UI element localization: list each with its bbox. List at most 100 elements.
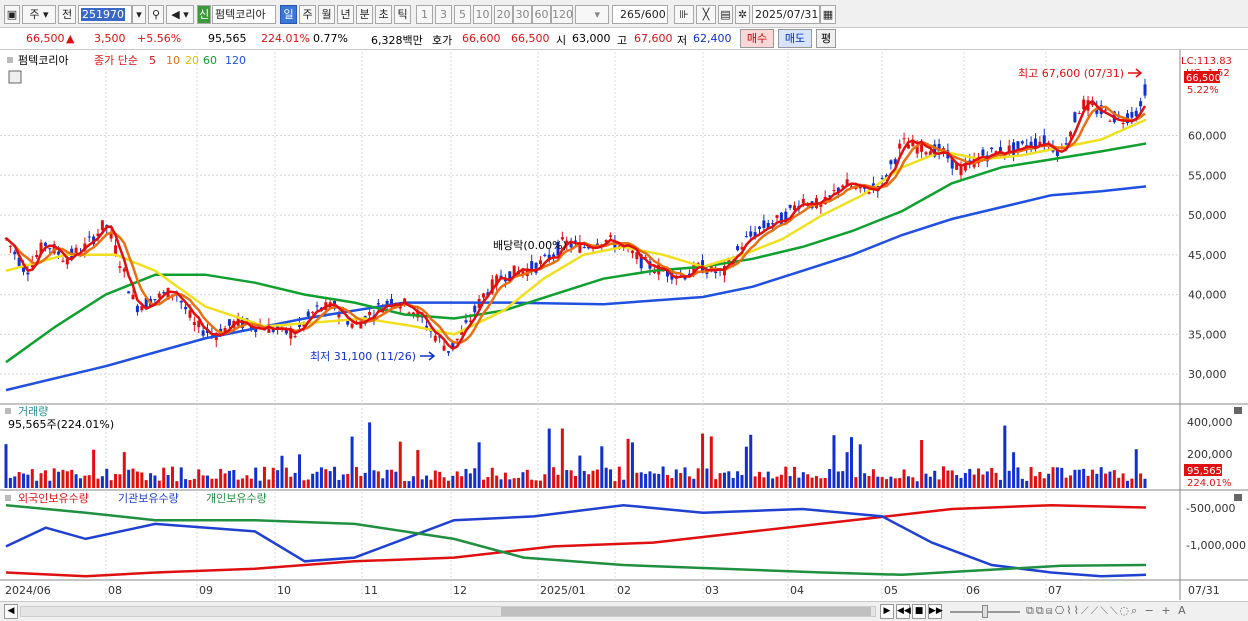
volume-bar [845, 452, 849, 488]
volume-bar [1047, 473, 1051, 488]
period-select[interactable]: 주 ▾ [22, 5, 56, 24]
sound-icon[interactable]: ◀ ▾ [166, 5, 194, 24]
drawing-tools-icon[interactable]: ⧉⧉⧈⎔⌇⌇⟋⟋⟍⟍◌⌕ − + A [1026, 604, 1188, 617]
volume-bar [429, 479, 433, 488]
legend-ma5: 5 [149, 54, 156, 67]
num-1[interactable]: 1 [416, 5, 433, 24]
window-icon[interactable]: ▣ [4, 5, 20, 24]
stop-icon[interactable]: ■ [912, 604, 926, 619]
candle-body [1042, 135, 1046, 146]
candle-body [350, 323, 354, 328]
low-price: 62,400 [693, 32, 732, 45]
volume-close-icon[interactable] [1234, 407, 1242, 414]
sell-button[interactable]: 매도 [778, 29, 812, 48]
scrollbar-thumb[interactable] [501, 607, 871, 616]
search-icon[interactable]: ⚲ [148, 5, 164, 24]
candle-body [736, 245, 740, 251]
scroll-left-icon[interactable]: ◀ [4, 604, 18, 619]
num-30[interactable]: 30 [513, 5, 532, 24]
candle-body [114, 245, 118, 255]
num-20[interactable]: 20 [494, 5, 513, 24]
candle-body [762, 220, 766, 228]
volume-bar [162, 467, 166, 488]
candle-body [1069, 131, 1073, 137]
holder-close-icon[interactable] [1234, 494, 1242, 501]
volume-bar [179, 467, 183, 488]
candle-body [284, 327, 288, 334]
zoom-slider-handle[interactable] [982, 605, 988, 618]
candle-body [122, 268, 126, 272]
volume-bar [898, 478, 902, 488]
count-input[interactable]: 265/600 [612, 5, 668, 24]
forward-icon[interactable]: ▶▶ [928, 604, 943, 619]
volume-bar [1064, 477, 1068, 488]
candle-body [889, 160, 893, 165]
vol-axis-400k: 400,000 [1187, 416, 1233, 429]
candle-body [157, 293, 161, 298]
date-input[interactable]: 2025/07/31 [752, 5, 820, 24]
volume: 95,565 [208, 32, 247, 45]
volume-bar [394, 471, 398, 488]
amount: 6,328백만 [371, 34, 423, 47]
price-axis-label: 45,000 [1188, 249, 1227, 262]
volume-bar [78, 478, 82, 488]
volume-bar [569, 470, 573, 488]
volume-bar [149, 473, 153, 488]
price-axis-label: 50,000 [1188, 209, 1227, 222]
table-icon[interactable] [8, 70, 22, 84]
volume-bar [810, 477, 814, 488]
volume-bar [284, 467, 288, 488]
tab-minute[interactable]: 분 [356, 5, 373, 24]
stock-chart[interactable]: 펌텍코리아 종가 단순 5 10 20 60 120 60,000 55,000 5… [0, 50, 1248, 601]
candle-body [753, 232, 757, 238]
average-button[interactable]: 평 [816, 29, 836, 48]
tab-month[interactable]: 월 [318, 5, 335, 24]
adjust-button[interactable]: 전 [58, 5, 76, 24]
volume-bar [298, 454, 302, 488]
candle-icon[interactable]: ⊪ [674, 5, 694, 24]
volume-bar [262, 466, 266, 488]
volume-bar [22, 473, 26, 488]
num-120[interactable]: 120 [551, 5, 573, 24]
candle-body [26, 272, 30, 275]
code-dropdown-icon[interactable]: ▾ [132, 5, 146, 24]
volume-bar [977, 468, 981, 488]
buy-button[interactable]: 매수 [740, 29, 774, 48]
candle-body [267, 324, 271, 333]
num-5[interactable]: 5 [454, 5, 471, 24]
candle-body [293, 336, 297, 338]
num-10[interactable]: 10 [473, 5, 492, 24]
tab-week[interactable]: 주 [299, 5, 316, 24]
tab-day[interactable]: 일 [280, 5, 297, 24]
tab-tick[interactable]: 틱 [394, 5, 411, 24]
volume-bar [324, 469, 328, 488]
candle-body [556, 242, 560, 256]
gear-icon[interactable]: ✲ [735, 5, 750, 24]
num-60[interactable]: 60 [532, 5, 551, 24]
horizontal-scrollbar[interactable] [20, 606, 876, 617]
candle-body [460, 330, 464, 335]
x-axis-label: 02 [617, 584, 631, 597]
volume-bar [1012, 452, 1016, 488]
volume-bar [828, 469, 832, 488]
calendar-icon[interactable]: ▦ [820, 5, 836, 24]
ma5-line [5, 99, 1147, 351]
current-price-tag [1184, 71, 1220, 83]
volume-bar [696, 468, 700, 488]
rewind-icon[interactable]: ◀◀ [896, 604, 911, 619]
volume-bar [48, 480, 52, 488]
save-icon[interactable]: ▤ [718, 5, 733, 24]
volume-bar [652, 473, 656, 488]
volume-bar [753, 476, 757, 488]
scroll-right-icon[interactable]: ▶ [880, 604, 894, 619]
tab-second[interactable]: 초 [375, 5, 392, 24]
stock-code-input[interactable]: 251970 [78, 5, 132, 24]
candle-body [48, 248, 52, 250]
tab-year[interactable]: 년 [337, 5, 354, 24]
volume-bar [354, 467, 358, 488]
num-3[interactable]: 3 [435, 5, 452, 24]
volume-bar [841, 471, 845, 488]
volume-bar [302, 480, 306, 488]
crosshair-icon[interactable]: ╳ [696, 5, 716, 24]
num-dropdown[interactable]: ▾ [575, 5, 609, 24]
